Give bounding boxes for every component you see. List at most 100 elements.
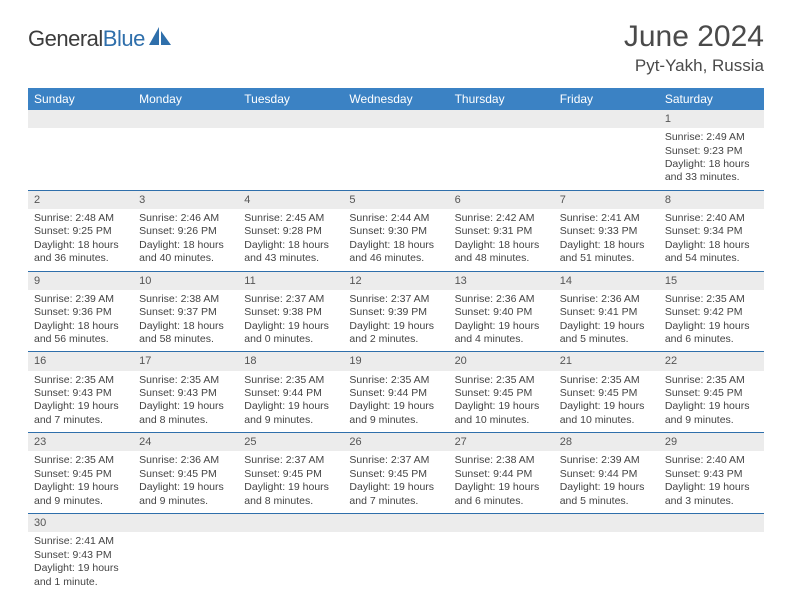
sunrise-text: Sunrise: 2:35 AM — [34, 374, 127, 387]
day-number: 27 — [449, 433, 554, 452]
daylight-text: Daylight: 19 hours and 5 minutes. — [560, 320, 653, 347]
day-number: 12 — [343, 271, 448, 290]
day-number: 11 — [238, 271, 343, 290]
day-cell: Sunrise: 2:38 AMSunset: 9:37 PMDaylight:… — [133, 290, 238, 352]
sunrise-text: Sunrise: 2:35 AM — [349, 374, 442, 387]
day-number — [133, 110, 238, 128]
day-cell — [343, 128, 448, 190]
daylight-text: Daylight: 19 hours and 7 minutes. — [349, 481, 442, 508]
day-number: 10 — [133, 271, 238, 290]
location-label: Pyt-Yakh, Russia — [624, 56, 764, 76]
sunset-text: Sunset: 9:43 PM — [665, 468, 758, 481]
sunrise-text: Sunrise: 2:36 AM — [139, 454, 232, 467]
day-cell: Sunrise: 2:37 AMSunset: 9:39 PMDaylight:… — [343, 290, 448, 352]
daylight-text: Daylight: 19 hours and 6 minutes. — [665, 320, 758, 347]
daylight-text: Daylight: 19 hours and 1 minute. — [34, 562, 127, 589]
day-number: 30 — [28, 514, 133, 533]
day-cell: Sunrise: 2:35 AMSunset: 9:42 PMDaylight:… — [659, 290, 764, 352]
daylight-text: Daylight: 19 hours and 9 minutes. — [34, 481, 127, 508]
sunset-text: Sunset: 9:30 PM — [349, 225, 442, 238]
day-number — [343, 514, 448, 533]
day-cell: Sunrise: 2:41 AMSunset: 9:43 PMDaylight:… — [28, 532, 133, 594]
sunrise-text: Sunrise: 2:45 AM — [244, 212, 337, 225]
sunrise-text: Sunrise: 2:35 AM — [455, 374, 548, 387]
day-content-row: Sunrise: 2:41 AMSunset: 9:43 PMDaylight:… — [28, 532, 764, 594]
day-cell: Sunrise: 2:42 AMSunset: 9:31 PMDaylight:… — [449, 209, 554, 271]
sunrise-text: Sunrise: 2:35 AM — [139, 374, 232, 387]
day-cell: Sunrise: 2:35 AMSunset: 9:45 PMDaylight:… — [554, 371, 659, 433]
sunset-text: Sunset: 9:44 PM — [349, 387, 442, 400]
daynum-row: 9101112131415 — [28, 271, 764, 290]
day-cell — [343, 532, 448, 594]
day-number — [449, 110, 554, 128]
daylight-text: Daylight: 18 hours and 36 minutes. — [34, 239, 127, 266]
day-cell: Sunrise: 2:35 AMSunset: 9:44 PMDaylight:… — [343, 371, 448, 433]
day-cell: Sunrise: 2:46 AMSunset: 9:26 PMDaylight:… — [133, 209, 238, 271]
daylight-text: Daylight: 19 hours and 2 minutes. — [349, 320, 442, 347]
day-number: 9 — [28, 271, 133, 290]
daylight-text: Daylight: 18 hours and 56 minutes. — [34, 320, 127, 347]
day-number: 13 — [449, 271, 554, 290]
day-number: 22 — [659, 352, 764, 371]
daylight-text: Daylight: 19 hours and 8 minutes. — [139, 400, 232, 427]
day-number: 19 — [343, 352, 448, 371]
day-cell: Sunrise: 2:48 AMSunset: 9:25 PMDaylight:… — [28, 209, 133, 271]
sunset-text: Sunset: 9:38 PM — [244, 306, 337, 319]
daylight-text: Daylight: 19 hours and 8 minutes. — [244, 481, 337, 508]
logo-text-blue: Blue — [103, 26, 145, 51]
daylight-text: Daylight: 18 hours and 43 minutes. — [244, 239, 337, 266]
day-cell: Sunrise: 2:35 AMSunset: 9:43 PMDaylight:… — [133, 371, 238, 433]
sunset-text: Sunset: 9:26 PM — [139, 225, 232, 238]
daylight-text: Daylight: 19 hours and 4 minutes. — [455, 320, 548, 347]
sunrise-text: Sunrise: 2:35 AM — [244, 374, 337, 387]
page-title: June 2024 — [624, 20, 764, 54]
sunset-text: Sunset: 9:43 PM — [34, 387, 127, 400]
sunset-text: Sunset: 9:33 PM — [560, 225, 653, 238]
day-number: 8 — [659, 190, 764, 209]
daylight-text: Daylight: 18 hours and 46 minutes. — [349, 239, 442, 266]
sunrise-text: Sunrise: 2:46 AM — [139, 212, 232, 225]
day-cell: Sunrise: 2:37 AMSunset: 9:45 PMDaylight:… — [238, 451, 343, 513]
sunrise-text: Sunrise: 2:44 AM — [349, 212, 442, 225]
day-number: 28 — [554, 433, 659, 452]
day-cell: Sunrise: 2:35 AMSunset: 9:44 PMDaylight:… — [238, 371, 343, 433]
daylight-text: Daylight: 18 hours and 54 minutes. — [665, 239, 758, 266]
daylight-text: Daylight: 18 hours and 48 minutes. — [455, 239, 548, 266]
day-cell — [554, 128, 659, 190]
day-cell: Sunrise: 2:39 AMSunset: 9:44 PMDaylight:… — [554, 451, 659, 513]
day-content-row: Sunrise: 2:39 AMSunset: 9:36 PMDaylight:… — [28, 290, 764, 352]
daylight-text: Daylight: 18 hours and 33 minutes. — [665, 158, 758, 185]
sunset-text: Sunset: 9:31 PM — [455, 225, 548, 238]
sunset-text: Sunset: 9:44 PM — [244, 387, 337, 400]
day-cell: Sunrise: 2:39 AMSunset: 9:36 PMDaylight:… — [28, 290, 133, 352]
day-number: 3 — [133, 190, 238, 209]
sunrise-text: Sunrise: 2:41 AM — [34, 535, 127, 548]
day-header: Friday — [554, 88, 659, 110]
day-content-row: Sunrise: 2:49 AMSunset: 9:23 PMDaylight:… — [28, 128, 764, 190]
day-cell: Sunrise: 2:44 AMSunset: 9:30 PMDaylight:… — [343, 209, 448, 271]
day-cell — [659, 532, 764, 594]
day-number: 23 — [28, 433, 133, 452]
sunrise-text: Sunrise: 2:39 AM — [34, 293, 127, 306]
sunrise-text: Sunrise: 2:40 AM — [665, 212, 758, 225]
sunset-text: Sunset: 9:23 PM — [665, 145, 758, 158]
sunset-text: Sunset: 9:43 PM — [139, 387, 232, 400]
daylight-text: Daylight: 19 hours and 7 minutes. — [34, 400, 127, 427]
day-cell — [449, 532, 554, 594]
sunset-text: Sunset: 9:45 PM — [34, 468, 127, 481]
day-header: Thursday — [449, 88, 554, 110]
sunrise-text: Sunrise: 2:36 AM — [455, 293, 548, 306]
sunrise-text: Sunrise: 2:38 AM — [139, 293, 232, 306]
sunrise-text: Sunrise: 2:37 AM — [349, 293, 442, 306]
day-cell — [554, 532, 659, 594]
logo-text-general: General — [28, 26, 103, 51]
sunrise-text: Sunrise: 2:35 AM — [665, 374, 758, 387]
day-header: Saturday — [659, 88, 764, 110]
day-number: 25 — [238, 433, 343, 452]
day-number — [343, 110, 448, 128]
day-cell: Sunrise: 2:38 AMSunset: 9:44 PMDaylight:… — [449, 451, 554, 513]
day-header: Monday — [133, 88, 238, 110]
day-number — [238, 110, 343, 128]
sunset-text: Sunset: 9:42 PM — [665, 306, 758, 319]
header: GeneralBlue June 2024 Pyt-Yakh, Russia — [28, 20, 764, 76]
